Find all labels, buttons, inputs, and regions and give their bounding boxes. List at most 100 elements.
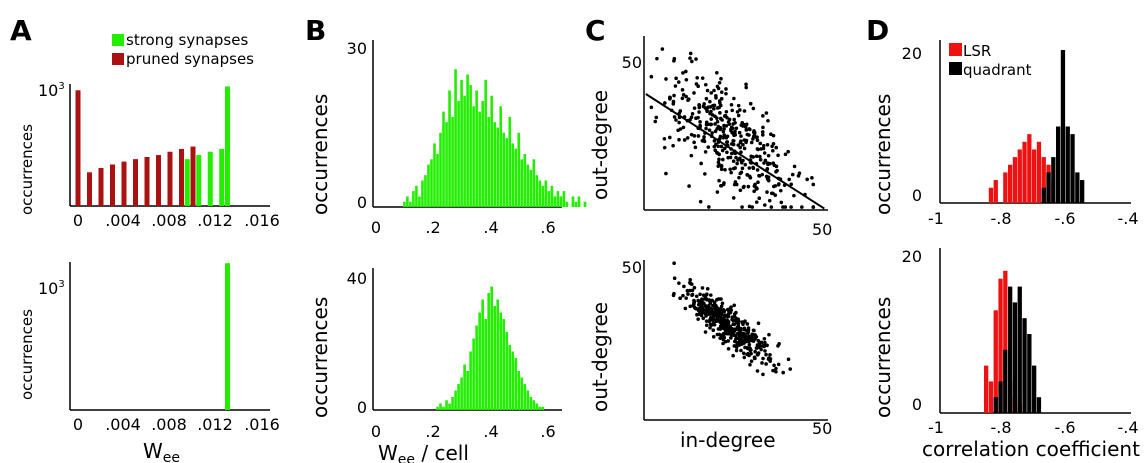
c-point: [762, 151, 767, 155]
b-bar: [499, 106, 503, 207]
c-point: [751, 328, 756, 333]
b-bar: [556, 191, 560, 207]
b-bar: [466, 74, 469, 207]
c-point: [772, 163, 777, 168]
c-point: [735, 343, 739, 347]
c-point: [767, 198, 772, 203]
b-bar: [574, 201, 578, 207]
c-point: [721, 334, 726, 339]
a-bar: [219, 148, 225, 206]
c-point: [726, 346, 731, 351]
c-point: [762, 161, 766, 165]
c-point: [764, 362, 768, 366]
d-bar: [1003, 349, 1008, 413]
b-bar: [469, 351, 472, 410]
b-bar: [463, 95, 466, 207]
panel-letter-b: B: [305, 14, 326, 47]
c-point: [756, 147, 760, 152]
c-point: [672, 115, 677, 119]
c-point: [760, 344, 765, 348]
d-bar: [1032, 149, 1037, 203]
c-point: [757, 196, 762, 200]
c-point: [717, 157, 721, 162]
c-point: [762, 203, 767, 207]
c-point: [746, 184, 751, 189]
panel-letter-a: A: [10, 14, 32, 47]
b-bar: [541, 185, 545, 207]
d-top-ytick-0: 0: [912, 186, 922, 205]
c-point: [769, 132, 773, 136]
legend-swatch-pruned: [112, 53, 124, 65]
c-point: [758, 141, 763, 146]
c-point: [672, 56, 677, 61]
c-point: [713, 129, 718, 134]
c-point: [761, 114, 765, 118]
c-point: [685, 288, 690, 293]
b-bar: [499, 312, 503, 410]
c-point: [715, 190, 720, 194]
b-bar: [439, 403, 442, 410]
c-point: [707, 298, 711, 302]
c-point: [711, 303, 715, 308]
c-point: [678, 296, 682, 300]
b-bar: [481, 299, 484, 410]
c-point: [792, 193, 796, 198]
b-bar: [418, 196, 421, 207]
c-point: [719, 183, 724, 188]
c-point: [760, 361, 764, 365]
c-point: [761, 133, 765, 137]
c-point: [739, 170, 744, 175]
panel-c: C 50 50 out-degree 50 50 out-degree in-d…: [585, 14, 832, 452]
c-point: [778, 188, 783, 193]
c-point: [698, 292, 702, 297]
c-point: [688, 277, 693, 282]
c-top-points: [649, 47, 816, 209]
c-point: [699, 161, 703, 166]
c-point: [711, 328, 716, 333]
b-bottom-ytick-0: 0: [357, 398, 367, 417]
a-top-xtick-4: .016: [244, 211, 280, 230]
c-point: [726, 155, 730, 160]
c-point: [692, 305, 697, 310]
c-point: [688, 304, 693, 309]
b-bar: [439, 132, 442, 207]
d-bottom-xtick-3: -.4: [1117, 418, 1138, 437]
c-point: [712, 106, 716, 111]
d-bar: [1065, 126, 1070, 203]
b-bar: [403, 201, 406, 207]
c-point: [751, 134, 756, 139]
c-point: [736, 113, 741, 118]
c-point: [744, 335, 749, 339]
c-point: [711, 335, 716, 339]
c-point: [685, 136, 690, 140]
c-point: [792, 164, 797, 169]
c-point: [740, 205, 744, 209]
c-point: [734, 316, 738, 321]
b-bar: [538, 406, 542, 410]
d-bottom-ytick-20: 20: [902, 247, 922, 266]
d-top-xtick-0: -1: [928, 209, 944, 228]
d-bar: [1008, 286, 1013, 413]
c-point: [682, 138, 687, 142]
c-point: [713, 122, 717, 126]
c-point: [714, 96, 718, 100]
a-xlabel: Wee: [143, 439, 180, 463]
d-bar: [1041, 157, 1046, 203]
c-point: [728, 167, 732, 172]
c-point: [722, 308, 726, 313]
c-point: [748, 363, 752, 367]
a-bar: [75, 90, 81, 206]
c-point: [727, 310, 731, 314]
c-point: [708, 99, 712, 104]
b-bar: [463, 364, 466, 410]
b-bar: [454, 390, 457, 410]
a-bottom-ytick: 103: [38, 279, 65, 298]
c-point: [724, 109, 729, 114]
c-point: [649, 105, 654, 110]
d-bar: [1046, 172, 1051, 203]
b-bar: [472, 106, 475, 207]
b-bar: [520, 159, 524, 207]
c-point: [704, 314, 708, 318]
b-bar: [532, 400, 536, 410]
